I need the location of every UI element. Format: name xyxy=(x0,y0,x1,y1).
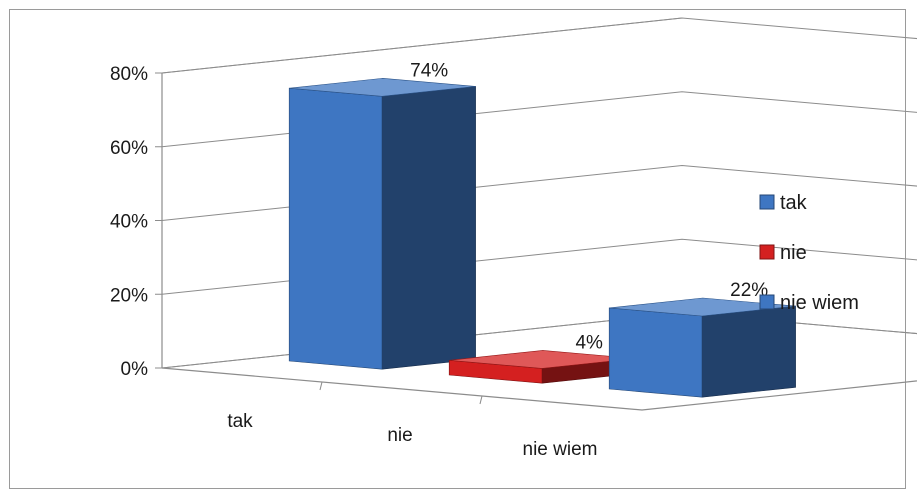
bar-nie xyxy=(448,350,636,384)
y-tick-label: 40% xyxy=(110,212,148,233)
y-axis-ticks: 0% 20% 40% 60% 80% xyxy=(110,64,162,380)
data-label: 22% xyxy=(730,280,768,301)
bar-top xyxy=(289,77,476,97)
legend-label: nie xyxy=(780,242,807,264)
y-tick-label: 0% xyxy=(121,359,149,380)
gridline xyxy=(161,91,917,148)
bar-top xyxy=(609,297,796,317)
x-tick-label: nie xyxy=(387,425,412,446)
y-tick-label: 60% xyxy=(110,138,148,159)
legend: tak nie nie wiem xyxy=(759,192,859,314)
bar-front xyxy=(608,307,703,398)
bar-side xyxy=(381,86,476,370)
legend-swatch xyxy=(759,294,775,310)
gridline xyxy=(161,17,917,74)
legend-swatch xyxy=(759,194,775,210)
bar-nie-wiem xyxy=(608,297,796,398)
legend-swatch xyxy=(759,244,775,260)
x-axis-ticks: tak nie nie wiem xyxy=(227,381,598,460)
x-tick-label: tak xyxy=(227,411,253,432)
legend-label: nie wiem xyxy=(780,292,859,314)
legend-label: tak xyxy=(780,192,808,214)
bar-front xyxy=(288,87,383,370)
data-label: 4% xyxy=(575,332,603,353)
y-tick-label: 80% xyxy=(110,64,148,85)
data-label: 74% xyxy=(410,60,448,81)
x-tick-label: nie wiem xyxy=(523,439,598,460)
bars: 74% 4% 22% xyxy=(288,60,796,398)
x-tick-mark xyxy=(319,381,323,391)
y-tick-label: 20% xyxy=(110,285,148,306)
bar-tak xyxy=(288,77,476,370)
x-tick-mark xyxy=(479,395,483,405)
bar-side xyxy=(701,305,796,398)
